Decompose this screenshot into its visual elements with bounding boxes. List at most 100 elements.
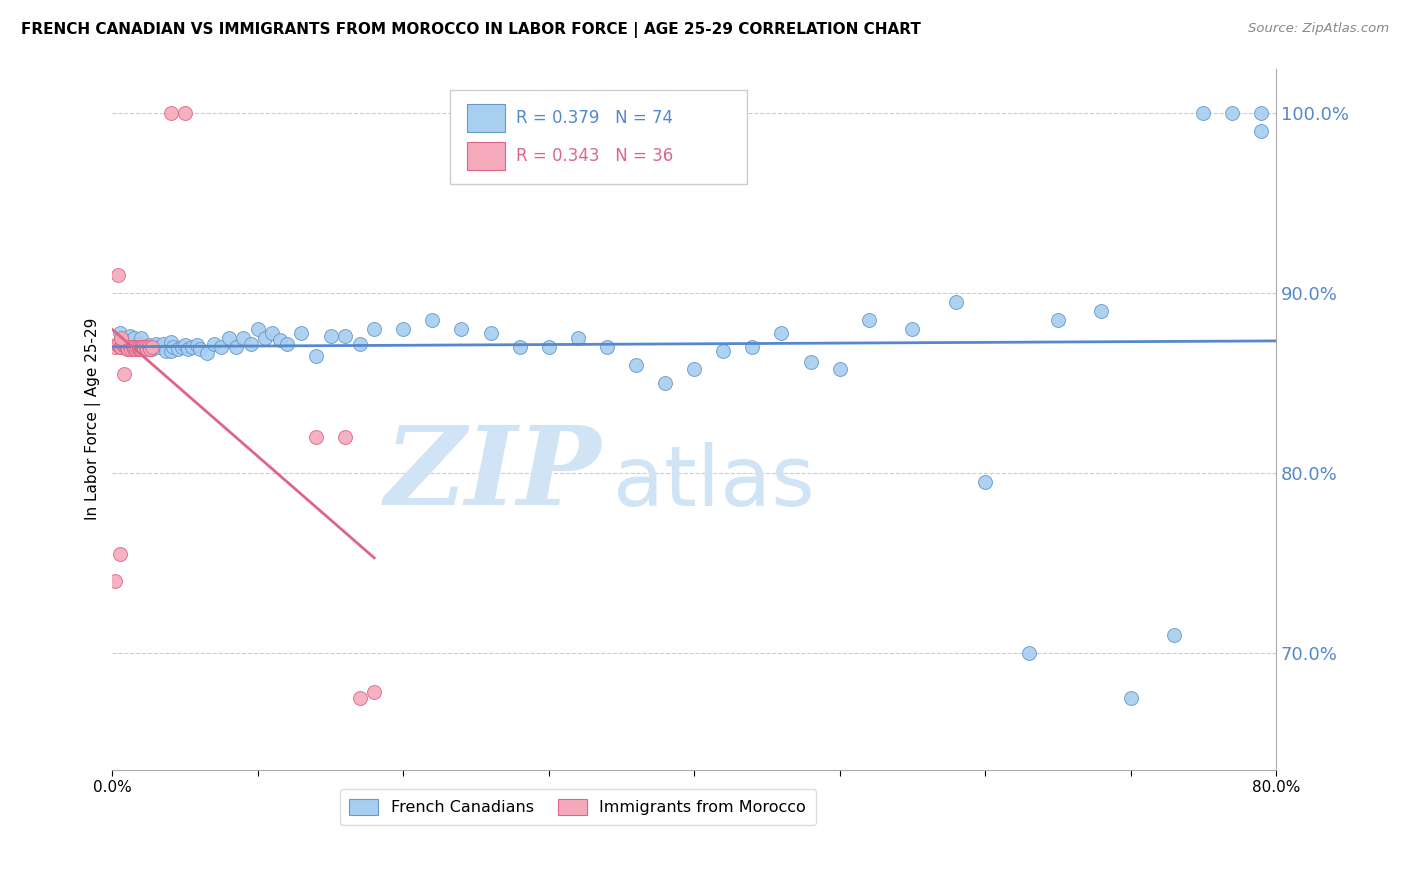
Point [422,313,444,327]
Text: atlas: atlas [613,442,814,523]
Point [117,342,139,356]
FancyBboxPatch shape [450,89,747,185]
Point [145,336,167,351]
Point [159,106,181,120]
Point [155,343,177,358]
Point [115,340,138,354]
Point [131,331,153,345]
Point [186,338,208,352]
Point [111,338,134,352]
Point [134,342,156,356]
Point [225,340,247,354]
Point [1163,628,1185,642]
Point [152,336,174,351]
Point [799,354,821,368]
Point [537,340,560,354]
Point [1192,106,1215,120]
Point [349,336,371,351]
Point [188,342,211,356]
FancyBboxPatch shape [467,142,505,170]
Point [104,574,127,588]
Point [624,358,647,372]
Point [115,336,138,351]
Point [319,329,342,343]
Point [115,342,138,356]
Point [120,338,142,352]
Point [128,340,150,354]
Point [218,331,240,345]
Point [711,343,734,358]
Point [232,331,254,345]
Point [122,331,145,345]
Point [1018,646,1040,660]
Point [392,322,415,336]
Point [567,331,589,345]
Point [118,329,141,343]
Legend: French Canadians, Immigrants from Morocco: French Canadians, Immigrants from Morocc… [340,789,815,825]
Point [104,340,127,354]
Point [125,340,148,354]
Point [202,336,225,351]
Point [1090,304,1112,318]
Point [269,333,291,347]
Point [596,340,619,354]
Point [479,326,502,340]
Point [108,340,131,354]
Point [128,342,150,356]
Text: FRENCH CANADIAN VS IMMIGRANTS FROM MOROCCO IN LABOR FORCE | AGE 25-29 CORRELATIO: FRENCH CANADIAN VS IMMIGRANTS FROM MOROC… [21,22,921,38]
Point [246,322,269,336]
Point [129,342,152,356]
Point [654,376,676,391]
Point [276,336,298,351]
Point [108,547,131,561]
Point [172,340,194,354]
Point [138,338,160,352]
Point [177,342,200,356]
Point [858,313,880,327]
Text: R = 0.343   N = 36: R = 0.343 N = 36 [516,147,673,165]
Text: R = 0.379   N = 74: R = 0.379 N = 74 [516,109,673,127]
Point [118,340,141,354]
Point [683,361,706,376]
Point [105,336,128,351]
Point [141,340,163,354]
Point [509,340,531,354]
Point [239,336,262,351]
Point [110,340,132,354]
Point [135,340,157,354]
Point [770,326,793,340]
Point [107,268,129,283]
Point [945,295,967,310]
Point [195,345,218,359]
Point [159,334,181,349]
Point [141,342,163,356]
Point [107,338,129,352]
Point [254,331,277,345]
Point [974,475,997,489]
Point [211,340,233,354]
Point [131,342,153,356]
Point [450,322,472,336]
Point [741,340,763,354]
Point [305,349,328,363]
Point [148,340,170,354]
Point [167,342,190,356]
Point [349,690,371,705]
Point [120,342,142,356]
Point [131,340,153,354]
Point [132,340,155,354]
Point [127,340,149,354]
Point [121,340,143,354]
Point [136,342,159,356]
Point [112,367,135,381]
Point [262,326,284,340]
Point [333,430,356,444]
Point [122,340,145,354]
Point [122,342,145,356]
Point [110,331,132,345]
Point [1046,313,1069,327]
Point [108,326,131,340]
Point [131,342,153,356]
Point [125,342,148,356]
FancyBboxPatch shape [467,103,505,132]
